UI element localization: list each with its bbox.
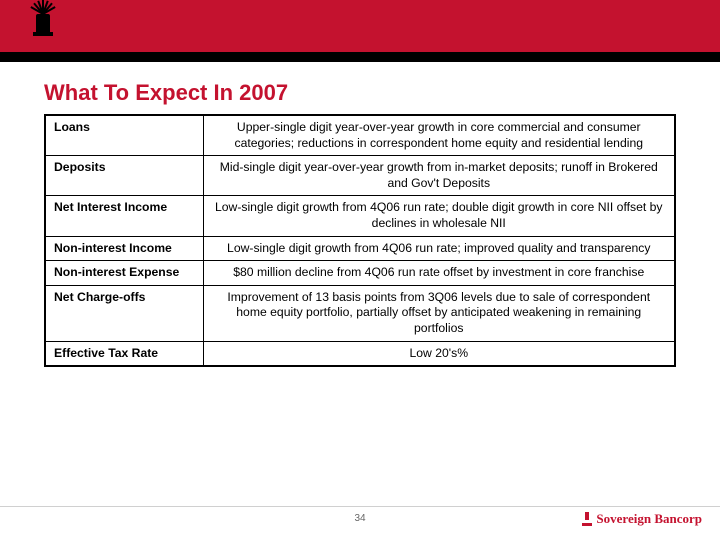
row-label: Deposits xyxy=(45,156,203,196)
row-label: Effective Tax Rate xyxy=(45,341,203,366)
table-row: Non-interest Expense $80 million decline… xyxy=(45,261,675,286)
table-row: Non-interest Income Low-single digit gro… xyxy=(45,236,675,261)
table-row: Effective Tax Rate Low 20's% xyxy=(45,341,675,366)
lantern-mini-icon xyxy=(582,512,592,526)
row-label: Net Interest Income xyxy=(45,196,203,236)
row-label: Net Charge-offs xyxy=(45,285,203,341)
table-row: Deposits Mid-single digit year-over-year… xyxy=(45,156,675,196)
row-desc: $80 million decline from 4Q06 run rate o… xyxy=(203,261,675,286)
brand-mark: Sovereign Bancorp xyxy=(582,511,702,527)
row-label: Non-interest Expense xyxy=(45,261,203,286)
table-row: Net Charge-offs Improvement of 13 basis … xyxy=(45,285,675,341)
row-desc: Low-single digit growth from 4Q06 run ra… xyxy=(203,196,675,236)
row-desc: Improvement of 13 basis points from 3Q06… xyxy=(203,285,675,341)
slide-footer: 34 Sovereign Bancorp xyxy=(0,506,720,530)
header-bar xyxy=(0,0,720,62)
slide-content: What To Expect In 2007 Loans Upper-singl… xyxy=(0,62,720,367)
header-underline xyxy=(0,52,720,62)
row-label: Loans xyxy=(45,115,203,156)
page-number: 34 xyxy=(354,513,365,524)
row-desc: Low-single digit growth from 4Q06 run ra… xyxy=(203,236,675,261)
brand-text: Sovereign Bancorp xyxy=(596,511,702,527)
table-row: Net Interest Income Low-single digit gro… xyxy=(45,196,675,236)
table-row: Loans Upper-single digit year-over-year … xyxy=(45,115,675,156)
row-desc: Low 20's% xyxy=(203,341,675,366)
row-desc: Mid-single digit year-over-year growth f… xyxy=(203,156,675,196)
expectations-table: Loans Upper-single digit year-over-year … xyxy=(44,114,676,367)
row-desc: Upper-single digit year-over-year growth… xyxy=(203,115,675,156)
slide-title: What To Expect In 2007 xyxy=(44,80,676,106)
row-label: Non-interest Income xyxy=(45,236,203,261)
